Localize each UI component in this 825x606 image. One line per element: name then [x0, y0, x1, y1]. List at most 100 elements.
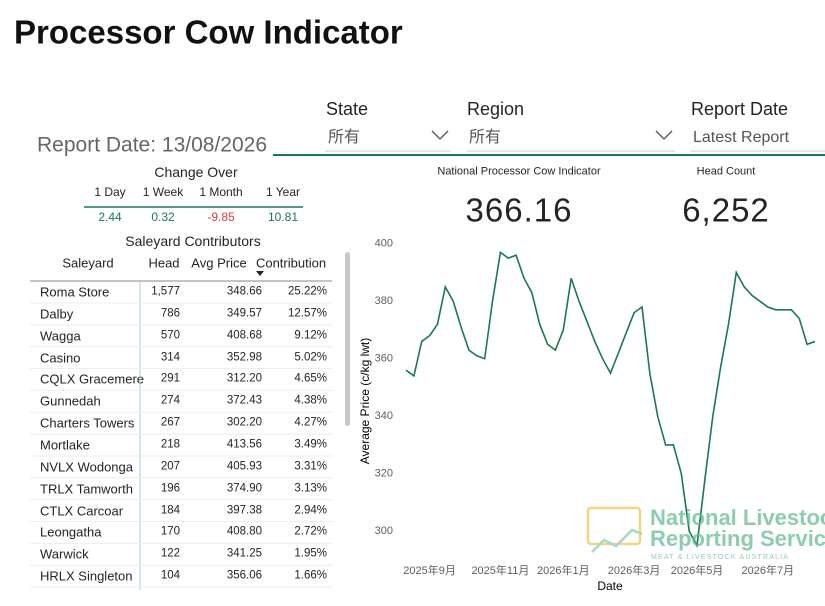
table-cell: 3.49%	[294, 438, 327, 451]
table-cell: 218	[160, 438, 180, 451]
kpi-value: 366.16	[465, 191, 573, 229]
table-cell: 170	[160, 525, 180, 538]
table-cell: 408.80	[226, 525, 262, 538]
table-cell: 413.56	[226, 438, 262, 451]
table-cell: 349.57	[226, 307, 262, 320]
table-cell: 4.65%	[294, 372, 327, 385]
x-tick-label: 2025年11月	[471, 563, 529, 577]
y-tick-label: 380	[375, 295, 393, 307]
logo-text: National Livestock	[650, 505, 825, 530]
table-cell: 302.20	[226, 416, 262, 429]
table-cell: 12.57%	[287, 307, 327, 320]
x-tick-label: 2026年5月	[671, 563, 724, 577]
report-date: Report Date: 13/08/2026	[37, 133, 267, 157]
change-value: 10.81	[267, 210, 299, 224]
y-axis-label: Average Price (c/kg lwt)	[358, 338, 372, 465]
table-cell: 786	[160, 307, 180, 320]
x-tick-label: 2025年9月	[403, 563, 456, 577]
table-cell: 2.72%	[294, 525, 327, 538]
table-cell: Mortlake	[40, 437, 90, 453]
table-cell: 397.38	[226, 503, 262, 516]
logo-text: Reporting Services	[650, 526, 825, 551]
kpi-label: Head Count	[696, 165, 756, 178]
table-cell: 3.31%	[294, 460, 327, 473]
table-cell: 184	[160, 503, 180, 516]
scrollbar[interactable]	[345, 252, 350, 426]
table-cell: 9.12%	[294, 328, 327, 341]
table-cell: TRLX Tamworth	[40, 481, 133, 497]
table-cell: 348.66	[226, 285, 262, 298]
table-cell: 4.38%	[294, 394, 327, 407]
column-header[interactable]: Contribution	[255, 255, 327, 271]
table-cell: CTLX Carcoar	[40, 503, 124, 518]
change-value: -9.85	[207, 210, 235, 224]
column-header[interactable]: Avg Price	[191, 255, 247, 271]
filter-label: Region	[467, 99, 525, 119]
logo-icon	[591, 528, 643, 553]
filter-value[interactable]: Latest Report	[693, 129, 790, 146]
table-cell: 405.93	[226, 460, 262, 473]
table-cell: CQLX Gracemere	[40, 371, 145, 387]
table-cell: 1,577	[151, 285, 180, 298]
kpi-value: 6,252	[682, 191, 770, 229]
table-cell: 341.25	[226, 547, 262, 560]
table-cell: 267	[160, 416, 180, 429]
table-cell: Leongatha	[40, 524, 102, 540]
table-cell: 291	[160, 372, 180, 385]
sort-arrow[interactable]	[256, 271, 264, 276]
table-cell: Gunnedah	[40, 393, 101, 409]
table-cell: 570	[160, 328, 180, 341]
y-tick-label: 360	[375, 353, 393, 365]
table-cell: 312.20	[226, 372, 262, 385]
column-header[interactable]: Saleyard	[62, 255, 114, 271]
table-cell: Charters Towers	[40, 415, 135, 431]
table-cell: Roma Store	[40, 284, 110, 300]
filter-label: Report Date	[691, 99, 789, 119]
page-title: Processor Cow Indicator	[14, 13, 403, 51]
table-cell: Warwick	[40, 546, 89, 562]
x-tick-label: 2026年3月	[608, 563, 661, 577]
chevron[interactable]	[431, 130, 449, 140]
y-tick-label: 340	[375, 410, 393, 422]
x-tick-label: 2026年1月	[537, 563, 590, 577]
y-tick-label: 300	[375, 525, 393, 537]
table-cell: 4.27%	[294, 416, 327, 429]
table-cell: HRLX Singleton	[40, 568, 133, 584]
table-cell: 3.13%	[294, 481, 327, 494]
table-cell: 25.22%	[287, 285, 327, 298]
change-column: 1 Day	[94, 185, 126, 199]
logo-icon	[586, 506, 642, 546]
filter-label: State	[326, 99, 369, 119]
table-cell: 196	[160, 481, 180, 494]
filter-value[interactable]: 所有	[469, 129, 502, 146]
logo-tagline: MEAT & LIVESTOCK AUSTRALIA	[651, 554, 789, 561]
table-cell: 374.90	[226, 481, 262, 494]
change-value: 0.32	[151, 210, 175, 224]
table-cell: 352.98	[226, 350, 262, 363]
column-header[interactable]: Head	[148, 255, 180, 271]
table-cell: 372.43	[226, 394, 262, 407]
table-cell: 408.68	[226, 328, 262, 341]
x-tick-label: 2026年7月	[742, 563, 795, 577]
table-cell: 2.94%	[294, 503, 327, 516]
table-cell: 314	[160, 350, 180, 363]
table-cell: 356.06	[226, 569, 262, 582]
table-cell: 104	[160, 569, 180, 582]
table-cell: 274	[160, 394, 180, 407]
table-cell: Wagga	[40, 328, 81, 344]
y-tick-label: 320	[375, 468, 393, 480]
change-over-title: Change Over	[154, 164, 238, 180]
y-tick-label: 400	[375, 238, 393, 250]
table-cell: 1.66%	[294, 569, 327, 582]
filter-value[interactable]: 所有	[328, 129, 361, 146]
table-title: Saleyard Contributors	[125, 233, 261, 249]
chevron[interactable]	[655, 130, 673, 140]
change-column: 1 Week	[142, 185, 184, 199]
kpi-label: National Processor Cow Indicator	[437, 165, 601, 178]
table-cell: Dalby	[40, 306, 74, 322]
table-cell: 207	[160, 460, 180, 473]
change-value: 2.44	[98, 210, 122, 224]
